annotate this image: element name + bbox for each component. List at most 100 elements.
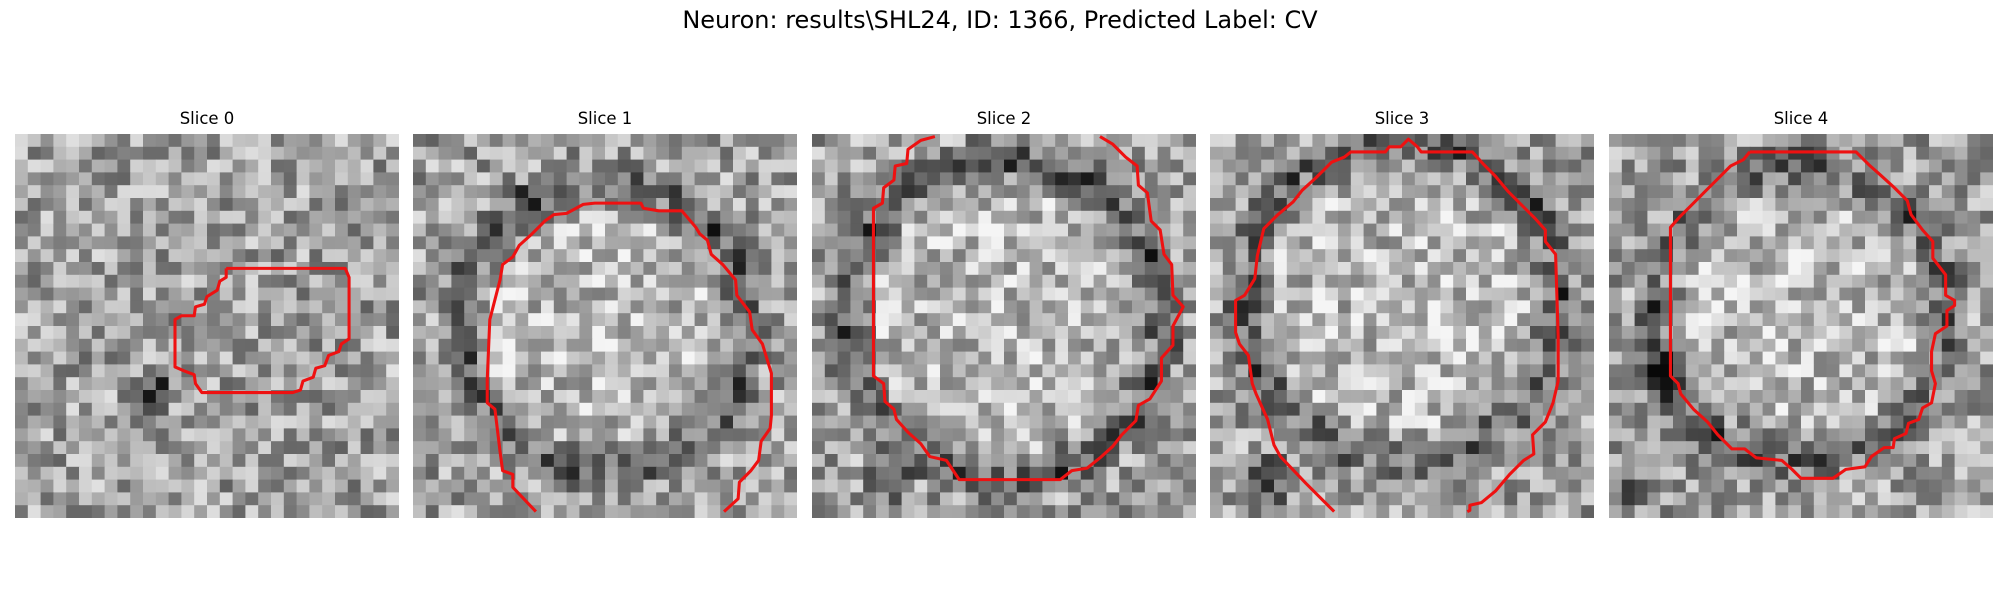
pixel — [1673, 466, 1687, 481]
pixel — [940, 326, 954, 340]
pixel — [850, 134, 864, 148]
pixel — [1826, 377, 1840, 391]
pixel — [991, 198, 1005, 212]
pixel — [322, 479, 336, 493]
pixel — [1967, 313, 1981, 327]
pixel — [373, 479, 387, 493]
pixel — [1132, 223, 1146, 237]
pixel — [1144, 146, 1159, 161]
pixel — [914, 236, 928, 250]
pixel — [1504, 185, 1518, 199]
pixel — [592, 390, 606, 404]
pixel — [1402, 313, 1416, 327]
pixel — [1170, 364, 1184, 378]
pixel — [1338, 441, 1352, 455]
pixel — [1093, 338, 1107, 353]
pixel — [1414, 249, 1429, 263]
pixel — [733, 505, 747, 518]
pixel — [1647, 364, 1661, 378]
pixel — [1274, 454, 1288, 468]
pixel — [91, 505, 106, 518]
pixel — [1004, 454, 1018, 468]
pixel — [1119, 274, 1133, 289]
pixel — [1813, 364, 1828, 378]
pixel — [1004, 415, 1018, 429]
pixel — [720, 338, 734, 353]
pixel — [1466, 402, 1480, 417]
pixel — [694, 198, 708, 212]
pixel — [1647, 402, 1661, 417]
pixel — [1478, 415, 1493, 429]
pixel — [643, 236, 657, 250]
pixel — [1581, 326, 1594, 340]
pixel — [1016, 466, 1031, 481]
pixel — [1261, 441, 1275, 455]
pixel — [438, 300, 452, 314]
pixel — [784, 338, 797, 353]
pixel — [1261, 198, 1275, 212]
pixel — [155, 415, 170, 429]
pixel — [991, 492, 1005, 506]
pixel — [181, 338, 195, 353]
pixel — [438, 262, 452, 276]
pixel — [271, 351, 285, 365]
pixel — [1222, 146, 1237, 161]
pixel — [1852, 326, 1866, 340]
pixel — [1004, 364, 1018, 378]
pixel — [1517, 364, 1531, 378]
pixel — [1119, 249, 1133, 263]
pixel — [1839, 338, 1853, 353]
pixel — [130, 249, 144, 263]
pixel — [104, 441, 118, 455]
pixel — [309, 274, 323, 289]
pixel — [413, 351, 427, 365]
pixel — [40, 172, 54, 186]
pixel — [413, 223, 427, 237]
pixel — [1080, 262, 1095, 276]
pixel — [1042, 134, 1056, 148]
pixel — [360, 326, 374, 340]
pixel — [643, 402, 657, 417]
pixel — [888, 479, 903, 493]
pixel — [1941, 441, 1956, 455]
pixel — [168, 249, 182, 263]
pixel — [617, 505, 632, 518]
pixel — [1312, 274, 1326, 289]
pixel — [296, 326, 310, 340]
pixel — [553, 185, 568, 199]
pixel — [965, 505, 979, 518]
pixel — [194, 287, 208, 301]
pixel — [27, 364, 42, 378]
pixel — [27, 223, 42, 237]
pixel — [502, 185, 516, 199]
pixel — [489, 236, 504, 250]
pixel — [489, 492, 504, 506]
pixel — [952, 364, 967, 378]
pixel — [1581, 364, 1594, 378]
pixel — [1376, 223, 1390, 237]
pixel — [1890, 377, 1904, 391]
pixel — [1916, 185, 1930, 199]
pixel — [978, 198, 992, 212]
pixel — [168, 300, 182, 314]
pixel — [1042, 236, 1056, 250]
pixel — [541, 390, 555, 404]
pixel — [1568, 505, 1582, 518]
pixel — [425, 415, 440, 429]
pixel — [528, 159, 542, 173]
pixel — [117, 223, 131, 237]
pixel — [1737, 505, 1751, 518]
pixel — [373, 377, 387, 391]
pixel — [965, 390, 979, 404]
pixel — [579, 454, 593, 468]
pixel — [681, 338, 696, 353]
pixel — [451, 338, 465, 353]
pixel — [155, 223, 170, 237]
pixel — [1737, 338, 1751, 353]
pixel — [1954, 492, 1968, 506]
pixel — [194, 466, 208, 481]
pixel — [1698, 466, 1712, 481]
pixel — [1376, 313, 1390, 327]
pixel — [1555, 134, 1569, 148]
pixel — [863, 159, 877, 173]
